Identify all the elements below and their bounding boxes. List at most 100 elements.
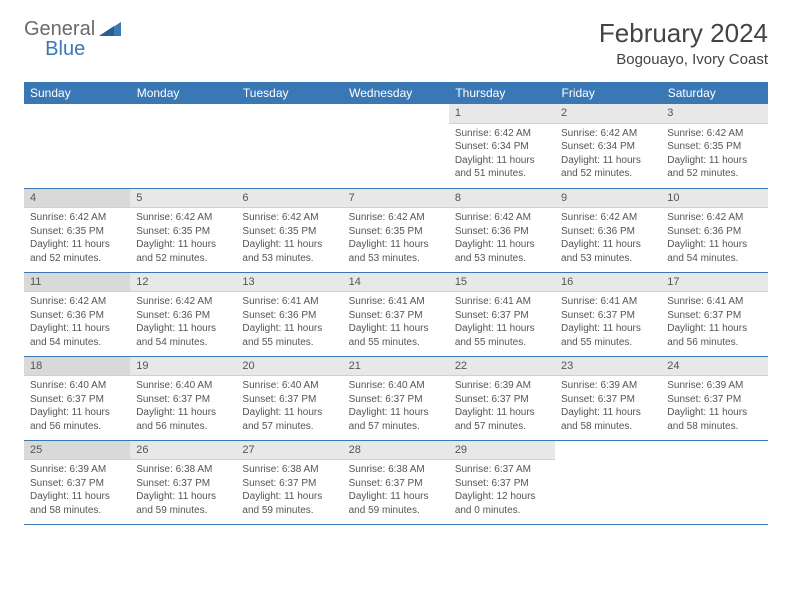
day-body: Sunrise: 6:39 AMSunset: 6:37 PMDaylight:…: [555, 376, 661, 437]
daylight-text: Daylight: 11 hours and 51 minutes.: [455, 154, 549, 181]
daylight-text: Daylight: 11 hours and 54 minutes.: [30, 322, 124, 349]
daylight-text: Daylight: 11 hours and 53 minutes.: [561, 238, 655, 265]
sunrise-text: Sunrise: 6:41 AM: [667, 295, 761, 309]
calendar-cell: 11Sunrise: 6:42 AMSunset: 6:36 PMDayligh…: [24, 272, 130, 356]
sunset-text: Sunset: 6:35 PM: [242, 225, 336, 239]
sunrise-text: Sunrise: 6:42 AM: [30, 211, 124, 225]
daylight-text: Daylight: 11 hours and 57 minutes.: [455, 406, 549, 433]
day-body: Sunrise: 6:38 AMSunset: 6:37 PMDaylight:…: [236, 460, 342, 521]
dayheader-monday: Monday: [130, 82, 236, 104]
daylight-text: Daylight: 11 hours and 58 minutes.: [561, 406, 655, 433]
day-body: Sunrise: 6:42 AMSunset: 6:36 PMDaylight:…: [661, 208, 767, 269]
day-number: 22: [449, 357, 555, 377]
daylight-text: Daylight: 11 hours and 55 minutes.: [561, 322, 655, 349]
daylight-text: Daylight: 11 hours and 53 minutes.: [455, 238, 549, 265]
day-number: 27: [236, 441, 342, 461]
day-body: Sunrise: 6:39 AMSunset: 6:37 PMDaylight:…: [661, 376, 767, 437]
daylight-text: Daylight: 11 hours and 52 minutes.: [667, 154, 761, 181]
daylight-text: Daylight: 11 hours and 59 minutes.: [242, 490, 336, 517]
sunrise-text: Sunrise: 6:38 AM: [242, 463, 336, 477]
calendar-cell: 13Sunrise: 6:41 AMSunset: 6:36 PMDayligh…: [236, 272, 342, 356]
sunrise-text: Sunrise: 6:38 AM: [349, 463, 443, 477]
daylight-text: Daylight: 11 hours and 59 minutes.: [136, 490, 230, 517]
day-body: Sunrise: 6:41 AMSunset: 6:37 PMDaylight:…: [555, 292, 661, 353]
day-body: Sunrise: 6:42 AMSunset: 6:36 PMDaylight:…: [555, 208, 661, 269]
day-body: Sunrise: 6:39 AMSunset: 6:37 PMDaylight:…: [449, 376, 555, 437]
daylight-text: Daylight: 11 hours and 58 minutes.: [30, 490, 124, 517]
daylight-text: Daylight: 11 hours and 58 minutes.: [667, 406, 761, 433]
sunset-text: Sunset: 6:37 PM: [455, 393, 549, 407]
sunset-text: Sunset: 6:37 PM: [136, 477, 230, 491]
calendar-cell: [236, 104, 342, 188]
day-body: Sunrise: 6:42 AMSunset: 6:35 PMDaylight:…: [343, 208, 449, 269]
sunrise-text: Sunrise: 6:40 AM: [349, 379, 443, 393]
dayheader-tuesday: Tuesday: [236, 82, 342, 104]
month-title: February 2024: [599, 18, 768, 49]
day-number: 7: [343, 189, 449, 209]
daylight-text: Daylight: 11 hours and 55 minutes.: [242, 322, 336, 349]
calendar-cell: [555, 440, 661, 524]
calendar-body: 1Sunrise: 6:42 AMSunset: 6:34 PMDaylight…: [24, 104, 768, 524]
calendar-week-row: 25Sunrise: 6:39 AMSunset: 6:37 PMDayligh…: [24, 440, 768, 524]
sunrise-text: Sunrise: 6:42 AM: [561, 127, 655, 141]
sunrise-text: Sunrise: 6:42 AM: [242, 211, 336, 225]
day-number: 17: [661, 273, 767, 293]
day-body: Sunrise: 6:42 AMSunset: 6:35 PMDaylight:…: [661, 124, 767, 185]
calendar-cell: 9Sunrise: 6:42 AMSunset: 6:36 PMDaylight…: [555, 188, 661, 272]
sunrise-text: Sunrise: 6:40 AM: [30, 379, 124, 393]
day-body: Sunrise: 6:42 AMSunset: 6:35 PMDaylight:…: [130, 208, 236, 269]
sunrise-text: Sunrise: 6:39 AM: [667, 379, 761, 393]
sunrise-text: Sunrise: 6:41 AM: [455, 295, 549, 309]
day-body: Sunrise: 6:42 AMSunset: 6:35 PMDaylight:…: [24, 208, 130, 269]
sunrise-text: Sunrise: 6:42 AM: [136, 211, 230, 225]
daylight-text: Daylight: 11 hours and 55 minutes.: [349, 322, 443, 349]
day-body: Sunrise: 6:38 AMSunset: 6:37 PMDaylight:…: [130, 460, 236, 521]
sunset-text: Sunset: 6:37 PM: [349, 309, 443, 323]
sunrise-text: Sunrise: 6:41 AM: [349, 295, 443, 309]
calendar-cell: 29Sunrise: 6:37 AMSunset: 6:37 PMDayligh…: [449, 440, 555, 524]
location: Bogouayo, Ivory Coast: [599, 51, 768, 68]
daylight-text: Daylight: 11 hours and 53 minutes.: [242, 238, 336, 265]
calendar-cell: 8Sunrise: 6:42 AMSunset: 6:36 PMDaylight…: [449, 188, 555, 272]
calendar-cell: 7Sunrise: 6:42 AMSunset: 6:35 PMDaylight…: [343, 188, 449, 272]
day-number: 29: [449, 441, 555, 461]
sunrise-text: Sunrise: 6:37 AM: [455, 463, 549, 477]
day-number: 1: [449, 104, 555, 124]
day-body: Sunrise: 6:40 AMSunset: 6:37 PMDaylight:…: [236, 376, 342, 437]
daylight-text: Daylight: 11 hours and 52 minutes.: [30, 238, 124, 265]
sunset-text: Sunset: 6:36 PM: [242, 309, 336, 323]
day-number: 19: [130, 357, 236, 377]
daylight-text: Daylight: 11 hours and 55 minutes.: [455, 322, 549, 349]
calendar-cell: 20Sunrise: 6:40 AMSunset: 6:37 PMDayligh…: [236, 356, 342, 440]
day-number: 10: [661, 189, 767, 209]
day-number: 4: [24, 189, 130, 209]
sunrise-text: Sunrise: 6:42 AM: [667, 127, 761, 141]
day-body: Sunrise: 6:37 AMSunset: 6:37 PMDaylight:…: [449, 460, 555, 521]
daylight-text: Daylight: 11 hours and 53 minutes.: [349, 238, 443, 265]
day-number: 15: [449, 273, 555, 293]
daylight-text: Daylight: 11 hours and 56 minutes.: [667, 322, 761, 349]
sunrise-text: Sunrise: 6:42 AM: [561, 211, 655, 225]
day-body: Sunrise: 6:38 AMSunset: 6:37 PMDaylight:…: [343, 460, 449, 521]
sunset-text: Sunset: 6:37 PM: [455, 477, 549, 491]
calendar-cell: 28Sunrise: 6:38 AMSunset: 6:37 PMDayligh…: [343, 440, 449, 524]
logo-triangle-icon: [99, 18, 121, 41]
calendar-cell: 16Sunrise: 6:41 AMSunset: 6:37 PMDayligh…: [555, 272, 661, 356]
day-number: 5: [130, 189, 236, 209]
calendar-cell: 25Sunrise: 6:39 AMSunset: 6:37 PMDayligh…: [24, 440, 130, 524]
calendar-cell: 22Sunrise: 6:39 AMSunset: 6:37 PMDayligh…: [449, 356, 555, 440]
calendar-cell: 23Sunrise: 6:39 AMSunset: 6:37 PMDayligh…: [555, 356, 661, 440]
daylight-text: Daylight: 11 hours and 52 minutes.: [561, 154, 655, 181]
daylight-text: Daylight: 11 hours and 57 minutes.: [349, 406, 443, 433]
day-body: Sunrise: 6:40 AMSunset: 6:37 PMDaylight:…: [130, 376, 236, 437]
calendar-cell: 12Sunrise: 6:42 AMSunset: 6:36 PMDayligh…: [130, 272, 236, 356]
day-number: 3: [661, 104, 767, 124]
day-body: Sunrise: 6:42 AMSunset: 6:36 PMDaylight:…: [24, 292, 130, 353]
sunrise-text: Sunrise: 6:39 AM: [561, 379, 655, 393]
calendar-cell: 2Sunrise: 6:42 AMSunset: 6:34 PMDaylight…: [555, 104, 661, 188]
sunset-text: Sunset: 6:37 PM: [30, 477, 124, 491]
calendar-cell: 4Sunrise: 6:42 AMSunset: 6:35 PMDaylight…: [24, 188, 130, 272]
sunrise-text: Sunrise: 6:41 AM: [561, 295, 655, 309]
calendar-week-row: 18Sunrise: 6:40 AMSunset: 6:37 PMDayligh…: [24, 356, 768, 440]
sunset-text: Sunset: 6:37 PM: [242, 393, 336, 407]
